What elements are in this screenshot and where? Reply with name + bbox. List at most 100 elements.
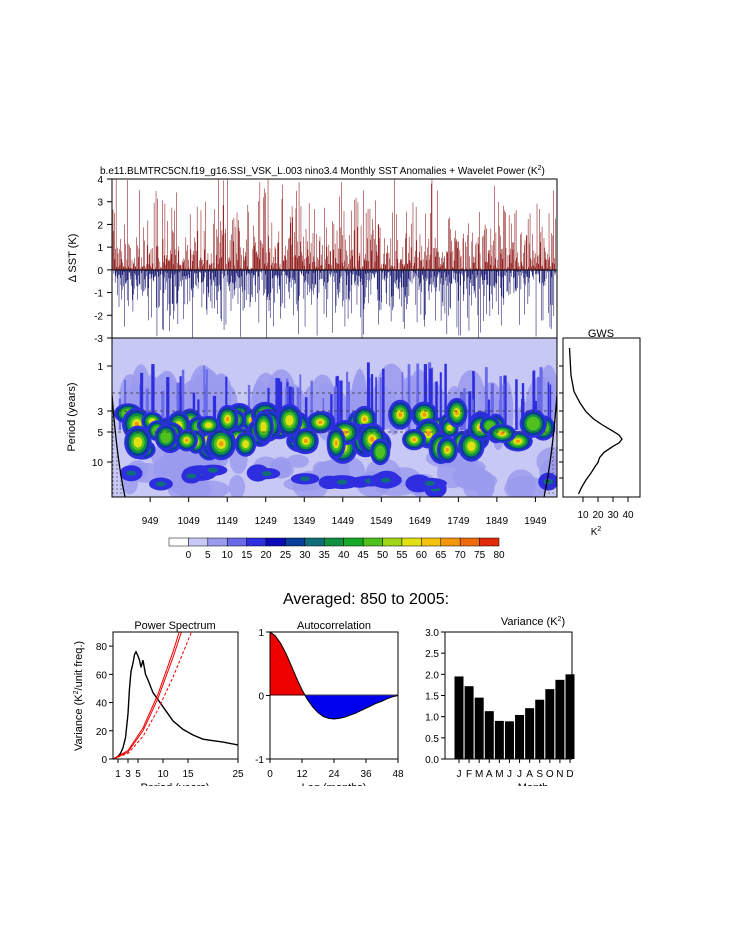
variance-bar <box>494 720 504 759</box>
wavelet-spike <box>370 374 374 430</box>
wavelet-spike <box>407 364 411 430</box>
wavelet-spike <box>423 364 428 430</box>
wavelet-contour-blob <box>285 415 294 426</box>
power-spectrum-ytick-label: 20 <box>96 727 108 738</box>
wavelet-contour-blob <box>424 480 435 486</box>
wavelet-xtick-label: 949 <box>142 516 159 527</box>
colorbar-swatch <box>188 537 209 547</box>
autocorrelation-xtick-label: 12 <box>296 769 308 780</box>
colorbar-label: 0 <box>186 550 192 561</box>
autocorrelation-ytick-label: 0 <box>258 692 264 703</box>
wavelet-spike <box>444 363 447 430</box>
wavelet-contour-blob <box>303 438 308 443</box>
colorbar-swatch <box>304 537 325 547</box>
autocorrelation-curve <box>269 631 399 720</box>
wavelet-xtick-label: 1249 <box>255 516 278 527</box>
power-spectrum-red-noise-a-line <box>113 632 180 759</box>
variance-ytick-label: 0.5 <box>425 734 439 745</box>
colorbar-swatch <box>168 537 189 547</box>
variance-bar <box>474 697 484 759</box>
wavelet-contour-blob <box>446 424 453 432</box>
variance-xtick-label: F <box>466 769 472 780</box>
colorbar-label: 25 <box>280 550 292 561</box>
colorbar-swatch <box>362 537 383 547</box>
wavelet-contour-blob <box>337 479 348 485</box>
wavelet-spike <box>205 369 208 430</box>
gws-xlabel: K2 <box>591 526 602 538</box>
wavelet-xtick-label: 1649 <box>409 516 432 527</box>
wavelet-xtick-label: 1349 <box>293 516 316 527</box>
wavelet-contour-blob <box>228 474 246 497</box>
coi-right-hatch <box>545 400 557 497</box>
variance-title: Variance (K2) <box>501 616 565 628</box>
wavelet-contour-blob <box>422 412 427 417</box>
wavelet-spike <box>181 369 185 430</box>
autocorrelation-xtick-label: 0 <box>267 769 273 780</box>
wavelet-contour-blob <box>369 436 375 442</box>
sst-ytick-label: -3 <box>94 334 103 345</box>
wavelet-spike <box>279 381 283 430</box>
autocorrelation-xtick-label: 48 <box>392 769 404 780</box>
sst-ylabel: Δ SST (K) <box>67 234 79 283</box>
colorbar-label: 50 <box>377 550 389 561</box>
sst-ytick-label: 3 <box>97 198 103 209</box>
wavelet-contour-blob <box>362 417 367 422</box>
wavelet-spike <box>503 375 507 430</box>
colorbar-swatch <box>226 537 247 547</box>
wavelet-contour-blob <box>318 420 323 424</box>
variance-xtick-label: D <box>566 769 573 780</box>
variance-xtick-label: M <box>495 769 503 780</box>
variance-panel: Variance (K2) J F M A M J J A S O N D0.00.51.01.52.… <box>425 616 575 794</box>
wavelet-spike <box>490 383 494 430</box>
colorbar-label: 30 <box>299 550 311 561</box>
colorbar-label: 60 <box>416 550 428 561</box>
autocorrelation-ytick-label: -1 <box>255 755 264 766</box>
wavelet-spike <box>515 379 518 430</box>
wavelet-spike <box>203 365 205 430</box>
power-spectrum-red-noise-line <box>113 632 193 759</box>
power-spectrum-xtick-label: 5 <box>135 769 141 780</box>
colorbar-label: 75 <box>474 550 486 561</box>
wavelet-spike <box>379 377 382 430</box>
wavelet-spike <box>304 397 308 430</box>
autocorrelation-ticks: 10-10 12 24 36 48 <box>255 628 404 780</box>
colorbar-label: 20 <box>260 550 272 561</box>
variance-bar <box>555 679 565 759</box>
colorbar-label: 10 <box>222 550 234 561</box>
power-spectrum-ytick-label: 60 <box>96 670 108 681</box>
colorbar-label: 80 <box>493 550 505 561</box>
colorbar-swatch <box>421 537 442 547</box>
wavelet-spike <box>547 382 550 430</box>
wavelet-contour-blob <box>526 416 540 431</box>
wavelet-contour-blob <box>504 475 546 497</box>
power-spectrum-ytick-label: 80 <box>96 642 108 653</box>
colorbar-label: 55 <box>396 550 408 561</box>
wavelet-contour-blob <box>300 476 311 482</box>
wavelet-ylabel: Period (years) <box>66 382 78 451</box>
wavelet-frame <box>111 337 558 498</box>
wavelet-contour-blob <box>160 430 172 444</box>
wavelet-xtick-label: 1949 <box>524 516 547 527</box>
variance-bar <box>525 708 535 759</box>
wavelet-xtick-label: 1449 <box>332 516 355 527</box>
wavelet-contour-blob <box>134 421 140 427</box>
sst-yticks: 4 3 2 1 0 -1 -2 -3 <box>94 175 112 345</box>
gws-xtick-label: 40 <box>622 510 634 521</box>
wavelet-xtick-label: 1549 <box>370 516 393 527</box>
gws-xtick-label: 10 <box>577 510 589 521</box>
wavelet-spike <box>537 376 540 430</box>
autocorrelation-xtick-label: 36 <box>360 769 372 780</box>
wavelet-xtick-label: 1749 <box>447 516 470 527</box>
power-spectrum-ytick-label: 40 <box>96 699 108 710</box>
variance-ytick-label: 0.0 <box>425 755 439 766</box>
wavelet-contour-blob <box>460 460 486 474</box>
variance-bar <box>545 689 555 759</box>
gws-panel: GWS 10 20 30 40 K2 <box>559 328 641 538</box>
gws-xtick-label: 20 <box>592 510 604 521</box>
wavelet-contour-blob <box>133 436 143 448</box>
power-spectrum-xtick-label: 1 <box>115 769 121 780</box>
colorbar-label: 15 <box>241 550 253 561</box>
colorbar-swatch <box>207 537 228 547</box>
variance-xtick-label: M <box>475 769 483 780</box>
